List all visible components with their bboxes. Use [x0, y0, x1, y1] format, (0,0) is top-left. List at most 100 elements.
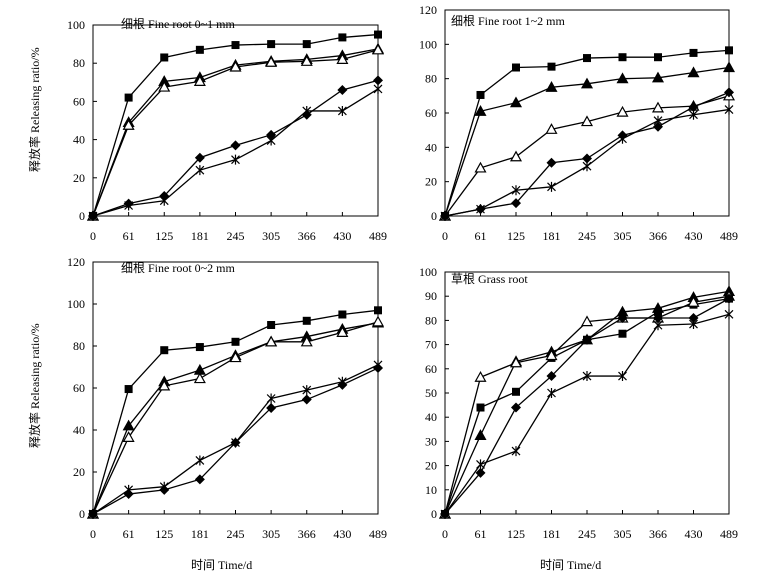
- y-tick-label: 100: [67, 297, 85, 311]
- data-point-triangle-open: [336, 326, 349, 337]
- data-point-asterisk: [653, 320, 663, 331]
- y-tick-label: 20: [73, 171, 85, 185]
- data-point-square: [725, 46, 733, 55]
- data-point-asterisk: [195, 455, 205, 466]
- data-point-square: [583, 54, 591, 63]
- data-point-square: [231, 41, 240, 50]
- data-point-triangle-open: [122, 431, 135, 442]
- y-tick-label: 40: [73, 133, 85, 147]
- data-point-asterisk: [266, 135, 276, 146]
- data-point-asterisk: [618, 133, 627, 144]
- data-point-square: [689, 48, 698, 57]
- y-tick-label: 20: [73, 465, 85, 479]
- x-tick-label: 430: [685, 229, 703, 243]
- data-point-asterisk: [231, 437, 240, 448]
- x-tick-label: 181: [543, 527, 561, 541]
- data-point-diamond: [582, 334, 592, 345]
- data-point-square: [654, 53, 662, 62]
- x-tick-label: 366: [649, 229, 667, 243]
- data-point-square: [195, 45, 204, 54]
- data-point-triangle-filled: [580, 77, 594, 89]
- x-tick-label: 305: [614, 229, 632, 243]
- data-point-square: [374, 306, 382, 315]
- data-point-triangle-open: [474, 371, 487, 382]
- x-tick-label: 430: [333, 527, 351, 541]
- data-point-asterisk: [337, 376, 347, 387]
- chart-title: 细根 Fine root 0~1 mm: [121, 17, 235, 31]
- data-point-square: [338, 33, 347, 42]
- data-point-triangle-open: [336, 53, 349, 64]
- data-point-diamond: [511, 198, 521, 209]
- data-point-asterisk: [88, 211, 98, 221]
- x-axis-label-right: 时间 Time/d: [540, 558, 602, 572]
- data-point-triangle-open: [651, 101, 665, 113]
- x-tick-label: 61: [123, 527, 135, 541]
- x-tick-label: 305: [262, 229, 280, 243]
- x-tick-label: 366: [298, 229, 316, 243]
- data-point-triangle-open: [193, 75, 206, 86]
- data-point-triangle-open: [545, 123, 558, 134]
- data-point-asterisk: [302, 385, 312, 396]
- data-point-asterisk: [582, 161, 592, 172]
- y-tick-label: 80: [73, 339, 85, 353]
- chart-title: 草根 Grass root: [451, 272, 528, 286]
- data-point-triangle-open: [371, 43, 385, 55]
- data-point-square: [124, 385, 133, 394]
- data-point-square: [267, 40, 276, 49]
- x-tick-label: 0: [90, 527, 96, 541]
- y-tick-label: 100: [419, 265, 437, 279]
- data-point-triangle-open: [474, 161, 487, 173]
- x-tick-label: 245: [578, 229, 596, 243]
- x-tick-label: 61: [123, 229, 135, 243]
- data-point-asterisk: [511, 446, 521, 457]
- x-tick-label: 181: [543, 229, 561, 243]
- x-tick-label: 430: [685, 527, 703, 541]
- y-tick-label: 60: [425, 362, 437, 376]
- y-axis-label-top-left: 释放率 Releasing ratio/%: [28, 47, 42, 172]
- data-point-square: [124, 93, 133, 102]
- data-point-asterisk: [653, 115, 663, 126]
- plot-frame: [444, 271, 730, 515]
- series-line-triangle-filled: [92, 48, 379, 217]
- data-point-triangle-open: [158, 379, 171, 391]
- data-point-triangle-filled: [722, 61, 736, 73]
- data-point-asterisk: [476, 459, 485, 470]
- data-point-square: [231, 337, 240, 346]
- chart-title: 细根 Fine root 1~2 mm: [451, 14, 565, 28]
- data-point-triangle-open: [509, 150, 523, 162]
- y-tick-label: 80: [425, 313, 437, 327]
- data-point-diamond: [653, 312, 663, 323]
- data-point-diamond: [194, 474, 205, 485]
- y-tick-label: 100: [67, 18, 85, 32]
- data-point-triangle-open: [687, 296, 700, 307]
- x-tick-label: 125: [507, 527, 525, 541]
- data-point-triangle-open: [229, 351, 242, 363]
- data-point-triangle-open: [193, 372, 206, 384]
- data-point-diamond: [582, 153, 592, 164]
- series-line-diamond: [444, 298, 730, 515]
- data-point-asterisk: [511, 185, 521, 196]
- data-point-asterisk: [373, 83, 383, 94]
- data-point-square: [338, 310, 347, 319]
- data-point-square: [476, 403, 485, 412]
- y-tick-label: 30: [425, 434, 437, 448]
- data-point-triangle-filled: [687, 66, 700, 78]
- x-tick-label: 489: [720, 527, 738, 541]
- data-point-triangle-open: [580, 315, 594, 327]
- y-tick-label: 0: [79, 209, 85, 223]
- data-point-asterisk: [195, 165, 205, 176]
- series-line-triangle-open: [444, 295, 730, 515]
- data-point-triangle-open: [616, 105, 629, 117]
- data-point-asterisk: [547, 388, 556, 398]
- data-point-diamond: [653, 121, 663, 132]
- x-tick-label: 245: [227, 229, 245, 243]
- x-tick-label: 61: [475, 527, 487, 541]
- data-point-triangle-open: [265, 56, 278, 67]
- data-point-asterisk: [231, 154, 240, 165]
- data-point-asterisk: [582, 371, 592, 382]
- data-point-square: [618, 329, 627, 338]
- data-point-triangle-open: [158, 80, 171, 92]
- y-tick-label: 100: [419, 37, 437, 51]
- data-point-square: [476, 90, 485, 99]
- data-point-square: [302, 40, 311, 49]
